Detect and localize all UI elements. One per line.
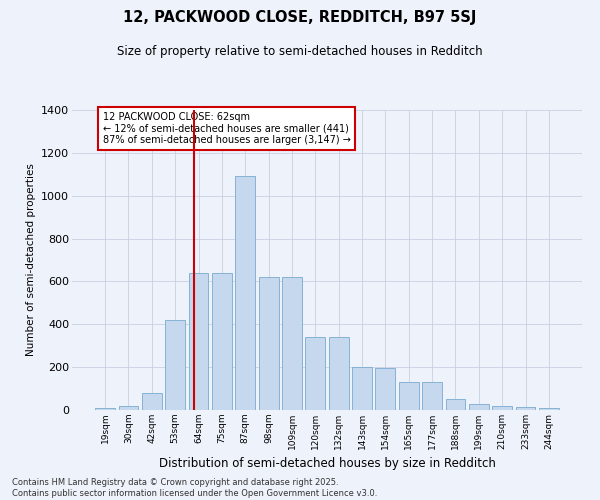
- Bar: [515, 407, 535, 410]
- Bar: [212, 273, 232, 410]
- Y-axis label: Number of semi-detached properties: Number of semi-detached properties: [26, 164, 35, 356]
- Bar: [446, 400, 466, 410]
- Bar: [305, 337, 325, 410]
- Bar: [235, 176, 255, 410]
- Bar: [352, 367, 372, 410]
- Bar: [399, 382, 419, 410]
- Bar: [539, 408, 559, 410]
- X-axis label: Distribution of semi-detached houses by size in Redditch: Distribution of semi-detached houses by …: [158, 458, 496, 470]
- Bar: [282, 277, 302, 410]
- Bar: [259, 277, 278, 410]
- Text: 12 PACKWOOD CLOSE: 62sqm
← 12% of semi-detached houses are smaller (441)
87% of : 12 PACKWOOD CLOSE: 62sqm ← 12% of semi-d…: [103, 112, 350, 144]
- Bar: [469, 404, 489, 410]
- Bar: [188, 273, 208, 410]
- Text: 12, PACKWOOD CLOSE, REDDITCH, B97 5SJ: 12, PACKWOOD CLOSE, REDDITCH, B97 5SJ: [124, 10, 476, 25]
- Bar: [95, 408, 115, 410]
- Text: Contains HM Land Registry data © Crown copyright and database right 2025.
Contai: Contains HM Land Registry data © Crown c…: [12, 478, 377, 498]
- Bar: [422, 382, 442, 410]
- Bar: [119, 406, 139, 410]
- Bar: [376, 368, 395, 410]
- Text: Size of property relative to semi-detached houses in Redditch: Size of property relative to semi-detach…: [117, 45, 483, 58]
- Bar: [329, 337, 349, 410]
- Bar: [165, 320, 185, 410]
- Bar: [492, 406, 512, 410]
- Bar: [142, 393, 162, 410]
